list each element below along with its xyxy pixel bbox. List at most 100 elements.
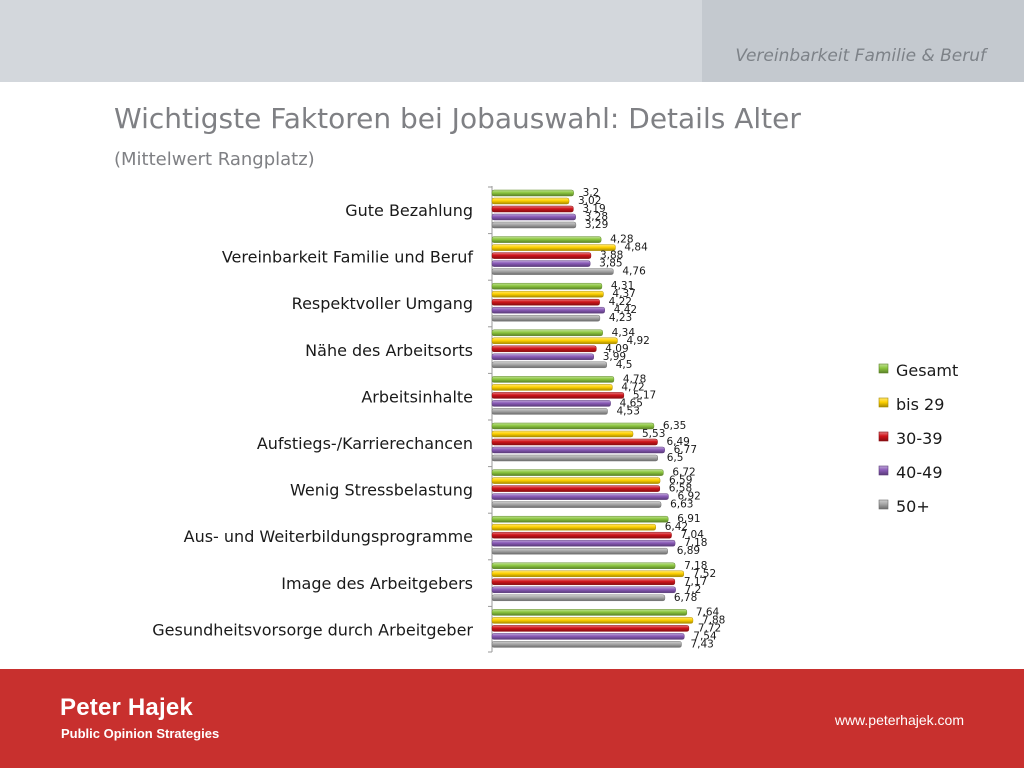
bar-50- bbox=[491, 314, 601, 322]
legend-swatch bbox=[878, 499, 889, 510]
bar-50- bbox=[491, 408, 608, 415]
data-label: 6,77 bbox=[674, 444, 697, 456]
bar-50- bbox=[491, 501, 662, 508]
data-label: 7,54 bbox=[693, 630, 717, 642]
bar-40-49 bbox=[491, 260, 591, 267]
bar-50- bbox=[491, 641, 682, 648]
bar-30-39 bbox=[491, 252, 592, 259]
bar-40-49 bbox=[491, 446, 665, 454]
data-label: 6,78 bbox=[674, 592, 697, 604]
bar-gesamt bbox=[491, 236, 602, 243]
bar-50- bbox=[491, 594, 666, 602]
bar-40-49 bbox=[491, 493, 669, 500]
bar-40-49 bbox=[491, 353, 594, 361]
data-label: 6,58 bbox=[669, 483, 692, 495]
bar-gesamt bbox=[491, 189, 574, 197]
brand-subtitle: Public Opinion Strategies bbox=[61, 726, 220, 741]
bar-40-49 bbox=[491, 400, 611, 407]
category-label: Arbeitsinhalte bbox=[361, 387, 473, 406]
bar-bis-29 bbox=[491, 384, 613, 391]
legend-label: 40-49 bbox=[896, 463, 943, 482]
data-label: 6,89 bbox=[677, 545, 700, 557]
bar-gesamt bbox=[491, 515, 669, 523]
bar-chart: Gute Bezahlung 3,23,023,193,283,29 Vereinb… bbox=[152, 186, 958, 653]
data-label: 4,76 bbox=[622, 266, 646, 278]
bar-40-49 bbox=[491, 586, 676, 594]
data-label: 6,42 bbox=[665, 521, 688, 533]
data-label: 4,34 bbox=[612, 327, 636, 339]
data-label: 7,2 bbox=[685, 584, 702, 596]
category-label: Vereinbarkeit Familie und Beruf bbox=[222, 248, 474, 267]
bar-bis-29 bbox=[491, 523, 656, 531]
bar-30-39 bbox=[491, 438, 658, 446]
data-label: 7,17 bbox=[684, 576, 707, 588]
bar-30-39 bbox=[491, 392, 625, 399]
data-label: 6,5 bbox=[667, 452, 684, 464]
category-label: Image des Arbeitgebers bbox=[281, 574, 473, 593]
data-label: 3,88 bbox=[600, 250, 623, 262]
legend-swatch bbox=[878, 465, 889, 476]
data-label: 3,85 bbox=[599, 258, 622, 270]
data-label: 4,37 bbox=[612, 288, 635, 300]
data-label: 4,42 bbox=[614, 304, 637, 316]
data-label: 6,91 bbox=[677, 513, 700, 525]
category-label: Aufstiegs-/Karrierechancen bbox=[257, 434, 473, 453]
data-label: 5,53 bbox=[642, 428, 665, 440]
data-label: 3,99 bbox=[603, 351, 626, 363]
bar-30-39 bbox=[491, 205, 574, 213]
bar-gesamt bbox=[491, 469, 664, 476]
bar-gesamt bbox=[491, 562, 676, 570]
chart-subtitle: (Mittelwert Rangplatz) bbox=[114, 149, 315, 170]
data-label: 4,92 bbox=[626, 335, 649, 347]
bar-bis-29 bbox=[491, 430, 634, 438]
bar-bis-29 bbox=[491, 570, 685, 578]
data-label: 4,72 bbox=[621, 381, 644, 393]
bar-50- bbox=[491, 454, 658, 462]
bar-gesamt bbox=[491, 422, 655, 430]
legend-label: 50+ bbox=[896, 497, 930, 516]
bar-bis-29 bbox=[491, 337, 618, 345]
bar-bis-29 bbox=[491, 290, 604, 298]
legend-swatch bbox=[878, 431, 889, 442]
data-label: 6,92 bbox=[677, 491, 700, 503]
brand-name: Peter Hajek bbox=[60, 694, 193, 721]
category-label: Aus- und Weiterbildungsprogramme bbox=[184, 527, 473, 546]
bar-gesamt bbox=[491, 609, 688, 616]
bar-40-49 bbox=[491, 539, 676, 547]
bar-50- bbox=[491, 221, 577, 229]
data-label: 7,43 bbox=[690, 638, 713, 650]
category-label: Nähe des Arbeitsorts bbox=[305, 341, 473, 360]
bar-bis-29 bbox=[491, 197, 570, 205]
section-label: Vereinbarkeit Familie & Beruf bbox=[735, 46, 986, 66]
bar-bis-29 bbox=[491, 477, 661, 484]
bar-30-39 bbox=[491, 298, 600, 306]
legend-label: bis 29 bbox=[896, 395, 944, 414]
data-label: 7,04 bbox=[681, 529, 705, 541]
bar-bis-29 bbox=[491, 617, 694, 624]
category-label: Respektvoller Umgang bbox=[292, 294, 473, 313]
bar-30-39 bbox=[491, 578, 676, 586]
data-label: 6,35 bbox=[663, 420, 686, 432]
data-label: 7,64 bbox=[696, 606, 720, 618]
bar-50- bbox=[491, 361, 607, 369]
data-label: 4,78 bbox=[623, 373, 646, 385]
data-label: 6,49 bbox=[666, 436, 689, 448]
legend-swatch bbox=[878, 363, 889, 374]
bar-gesamt bbox=[491, 376, 615, 383]
data-label: 7,88 bbox=[702, 614, 725, 626]
website-url: www.peterhajek.com bbox=[834, 712, 964, 728]
data-label: 6,63 bbox=[670, 499, 693, 511]
data-label: 3,2 bbox=[583, 187, 600, 199]
footer-band bbox=[0, 669, 1024, 768]
bar-bis-29 bbox=[491, 244, 616, 251]
bar-40-49 bbox=[491, 633, 685, 640]
data-label: 6,59 bbox=[669, 475, 692, 487]
chart-title: Wichtigste Faktoren bei Jobauswahl: Deta… bbox=[114, 102, 801, 135]
data-label: 6,72 bbox=[672, 467, 695, 479]
data-label: 4,84 bbox=[624, 242, 648, 254]
data-label: 7,52 bbox=[693, 568, 716, 580]
data-label: 7,18 bbox=[684, 537, 707, 549]
category-label: Wenig Stressbelastung bbox=[290, 481, 473, 500]
bar-30-39 bbox=[491, 485, 661, 492]
data-label: 4,23 bbox=[609, 312, 632, 324]
